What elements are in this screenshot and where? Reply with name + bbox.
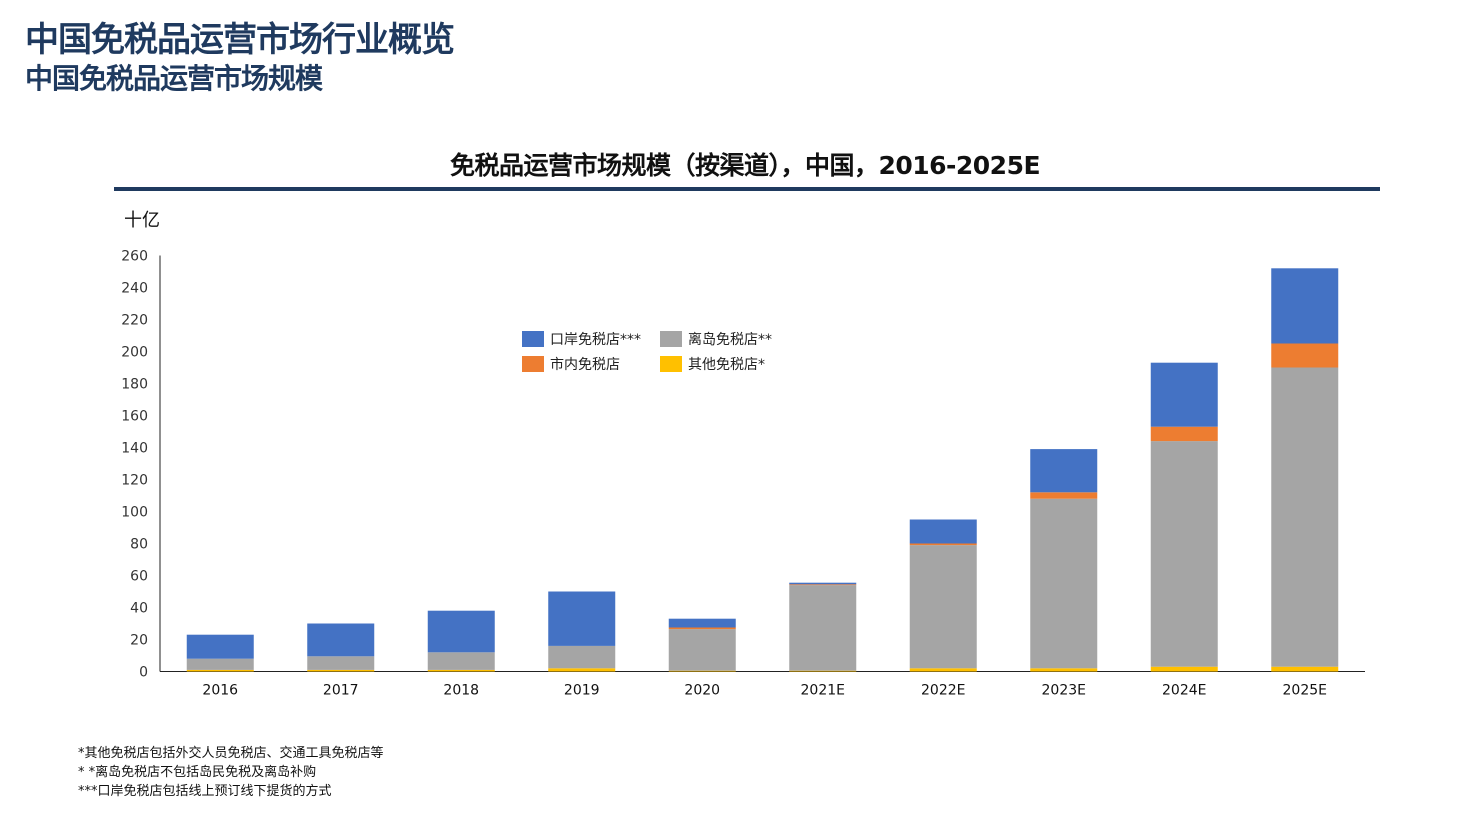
title-divider <box>114 187 1380 191</box>
x-tick-label: 2016 <box>202 683 238 699</box>
legend-swatch <box>660 331 682 347</box>
y-tick-label: 220 <box>121 313 148 329</box>
bar-segment <box>1030 492 1098 499</box>
x-tick-label: 2017 <box>323 683 359 699</box>
bar-segment <box>307 623 375 657</box>
bar-segment <box>1271 666 1339 672</box>
bar-segment <box>427 669 495 672</box>
y-tick-label: 0 <box>139 665 148 681</box>
x-tick-label: 2022E <box>921 683 965 699</box>
bar-segment <box>548 668 616 672</box>
bar-segment <box>1271 367 1339 667</box>
footnote-2: * *离岛免税店不包括岛民免税及离岛补购 <box>78 765 317 780</box>
y-tick-label: 80 <box>130 537 148 553</box>
legend-label: 口岸免税店*** <box>550 332 641 348</box>
chart-title: 免税品运营市场规模（按渠道），中国，2016-2025E <box>449 151 1041 180</box>
x-tick-label: 2025E <box>1283 683 1327 699</box>
bar-segment <box>789 584 857 586</box>
legend-swatch <box>660 356 682 372</box>
page-subtitle: 中国免税品运营市场规模 <box>25 62 323 95</box>
legend-label: 离岛免税店** <box>688 331 772 348</box>
x-tick-label: 2018 <box>443 683 479 699</box>
bar-segment <box>1150 362 1218 427</box>
y-tick-label: 260 <box>121 249 148 265</box>
y-tick-label: 160 <box>121 409 148 425</box>
y-tick-label: 240 <box>121 281 148 297</box>
bar-segment <box>1150 441 1218 667</box>
bar-segment <box>668 618 736 628</box>
y-tick-label: 180 <box>121 377 148 393</box>
x-tick-label: 2023E <box>1042 683 1086 699</box>
y-tick-label: 40 <box>130 601 148 617</box>
bar-segment <box>789 585 857 671</box>
bar-segment <box>427 610 495 653</box>
x-tick-label: 2024E <box>1162 683 1206 699</box>
x-tick-label: 2020 <box>684 683 720 699</box>
bar-segment <box>789 670 857 672</box>
bar-segment <box>1271 268 1339 344</box>
bar-segment <box>307 669 375 672</box>
legend-label: 市内免税店 <box>550 356 620 373</box>
bar-segment <box>1150 666 1218 672</box>
y-axis-unit-label: 十亿 <box>124 210 160 231</box>
y-tick-label: 200 <box>121 345 148 361</box>
bar-segment <box>1271 343 1339 368</box>
y-tick-label: 20 <box>130 633 148 649</box>
bar-segment <box>909 543 977 546</box>
bar-segment <box>1030 449 1098 493</box>
bar-segment <box>548 591 616 646</box>
bar-segment <box>668 629 736 671</box>
bar-segment <box>1030 498 1098 669</box>
y-tick-label: 140 <box>121 441 148 457</box>
y-tick-label: 60 <box>130 569 148 585</box>
bar-segment <box>548 645 616 669</box>
page-title: 中国免税品运营市场行业概览 <box>25 20 455 60</box>
bar-segment <box>1150 426 1218 442</box>
legend-swatch <box>522 331 544 347</box>
bar-segment <box>186 658 254 670</box>
bar-segment <box>186 669 254 672</box>
x-tick-label: 2021E <box>801 683 845 699</box>
x-tick-label: 2019 <box>564 683 600 699</box>
footnote-3: ***口岸免税店包括线上预订线下提货的方式 <box>78 784 332 799</box>
bar-segment <box>668 627 736 630</box>
bar-segment <box>909 668 977 672</box>
legend-label: 其他免税店* <box>688 357 765 373</box>
bar-segment <box>427 652 495 670</box>
footnote-1: *其他免税店包括外交人员免税店、交通工具免税店等 <box>78 746 384 761</box>
bar-segment <box>307 656 375 670</box>
bar-segment <box>909 519 977 544</box>
y-tick-label: 100 <box>121 505 148 521</box>
bar-segment <box>789 582 857 585</box>
bar-segment <box>1030 668 1098 672</box>
legend-swatch <box>522 356 544 372</box>
y-tick-label: 120 <box>121 473 148 489</box>
bar-segment <box>909 545 977 669</box>
bar-segment <box>186 634 254 659</box>
bar-segment <box>668 670 736 672</box>
